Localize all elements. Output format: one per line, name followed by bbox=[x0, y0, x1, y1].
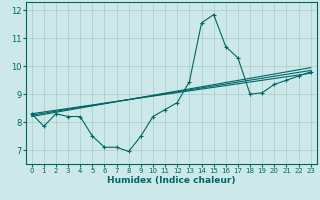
X-axis label: Humidex (Indice chaleur): Humidex (Indice chaleur) bbox=[107, 176, 236, 185]
